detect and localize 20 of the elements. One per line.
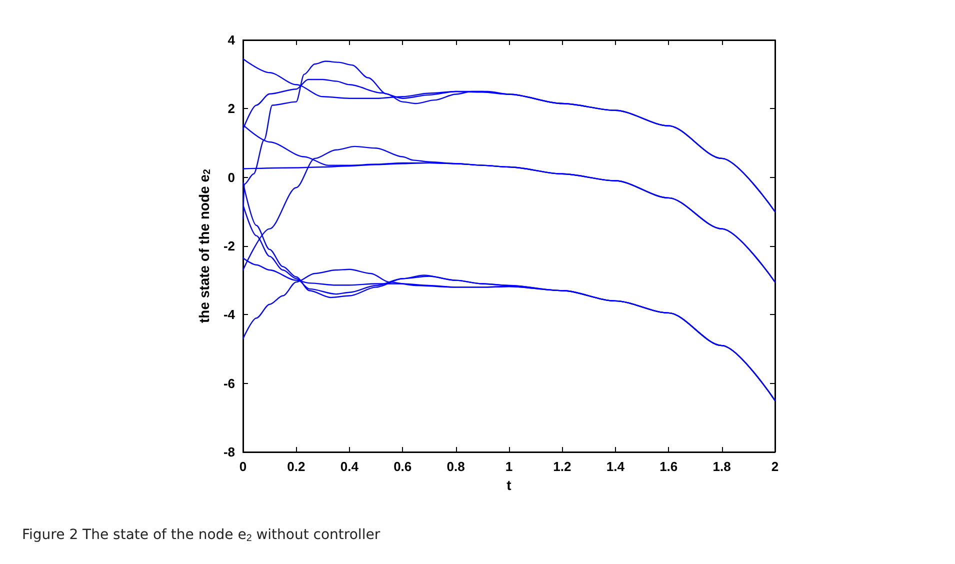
y-tick-label: 0 — [228, 170, 235, 185]
x-tick-label: 0.6 — [394, 459, 412, 474]
y-axis-title: the state of the node e2 — [196, 168, 214, 324]
x-tick-label: 0.8 — [446, 459, 465, 474]
x-tick-label: 0 — [239, 459, 247, 474]
y-tick-label: -6 — [223, 376, 235, 391]
x-tick-label: 2 — [771, 459, 779, 474]
x-tick-label: 1.4 — [606, 459, 626, 474]
y-tick-label: -2 — [223, 238, 235, 254]
x-tick-label: 0.4 — [340, 459, 360, 474]
x-tick-label: 1 — [505, 459, 513, 474]
y-tick-label: -8 — [223, 444, 235, 460]
x-axis-title: t — [506, 476, 512, 493]
x-tick-label: 1.6 — [660, 459, 678, 474]
y-tick-label: 2 — [228, 101, 235, 116]
x-tick-label: 1.2 — [553, 459, 572, 474]
y-tick-label: -4 — [223, 307, 236, 322]
x-tick-label: 1.8 — [712, 459, 731, 474]
y-tick-label: 4 — [228, 32, 236, 48]
x-tick-label: 0.2 — [287, 459, 306, 474]
